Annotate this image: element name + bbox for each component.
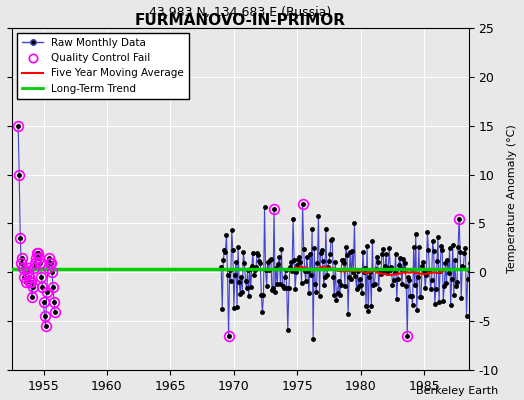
Y-axis label: Temperature Anomaly (°C): Temperature Anomaly (°C): [507, 125, 517, 273]
Text: 43.983 N, 134.683 E (Russia): 43.983 N, 134.683 E (Russia): [149, 6, 331, 19]
Title: FURMANOVO-IN-PRIMOR: FURMANOVO-IN-PRIMOR: [135, 13, 346, 28]
Text: Berkeley Earth: Berkeley Earth: [416, 386, 498, 396]
Legend: Raw Monthly Data, Quality Control Fail, Five Year Moving Average, Long-Term Tren: Raw Monthly Data, Quality Control Fail, …: [17, 33, 189, 99]
